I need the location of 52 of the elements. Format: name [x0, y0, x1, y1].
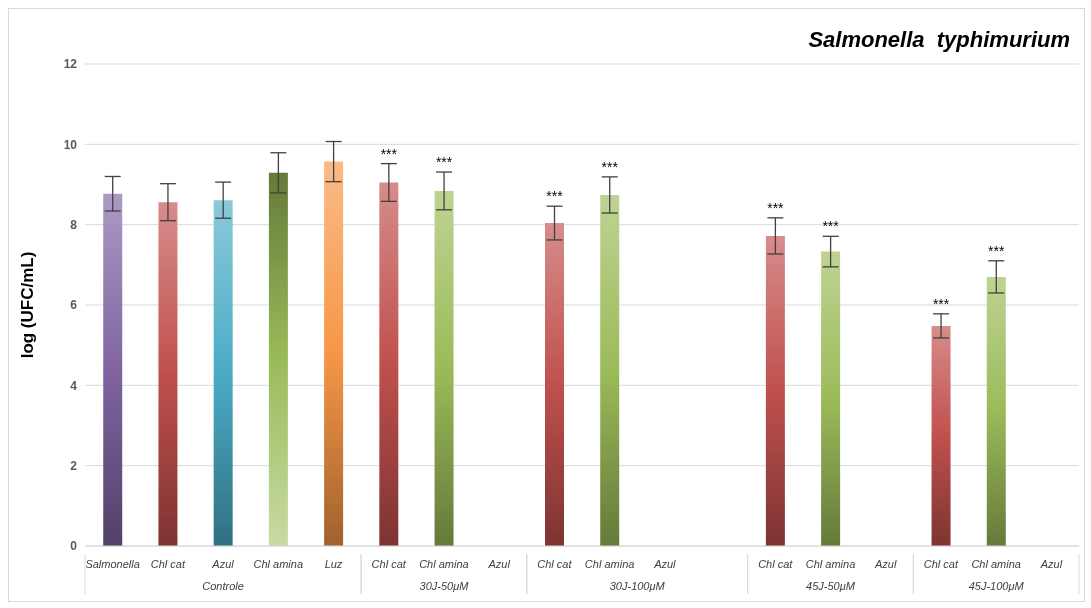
bar: [268, 172, 288, 546]
y-tick-label: 0: [70, 539, 78, 554]
bar: [434, 190, 454, 546]
y-tick-label: 4: [70, 378, 78, 393]
bar: [986, 276, 1006, 546]
bar: [103, 193, 123, 546]
data-label: ***: [435, 154, 453, 171]
text: Controle: [202, 580, 244, 592]
data-label: ***: [988, 242, 1005, 259]
data-label: ***: [601, 158, 619, 175]
data-label: ***: [546, 188, 564, 205]
text: 45J-50μM: [806, 580, 856, 592]
bar: [213, 200, 233, 546]
bar: [379, 182, 399, 546]
x-tick-label: Chl amina: [584, 558, 635, 570]
x-tick-label: Azul: [1039, 558, 1063, 570]
x-tick-label: Chl cat: [923, 558, 959, 570]
text: 30J-100μM: [609, 580, 666, 592]
x-tick-label: Salmonella: [85, 558, 140, 570]
y-tick-label: 10: [63, 137, 78, 152]
x-tick-label: Azul: [211, 558, 235, 570]
x-tick-label: Chl cat: [371, 558, 407, 570]
chart-title: Salmonella typhimurium: [808, 27, 1070, 53]
bar: [821, 251, 841, 546]
y-tick-label: 2: [70, 458, 78, 473]
x-tick-label: Azul: [653, 558, 677, 570]
y-axis-title: log (UFC/mL): [18, 251, 38, 359]
y-tick-label: 8: [70, 217, 78, 232]
x-tick-label: Chl amina: [805, 558, 856, 570]
x-tick-label: Chl amina: [419, 558, 469, 570]
bar: [931, 325, 951, 546]
y-tick-label: 6: [70, 298, 78, 313]
x-tick-label: Chl cat: [150, 558, 186, 570]
text: 45J-100μM: [968, 580, 1025, 592]
x-tick-label: Azul: [874, 558, 897, 570]
x-tick-label: Azul: [487, 558, 511, 570]
data-label: ***: [822, 218, 840, 235]
data-label: ***: [932, 295, 950, 312]
text: 30J-50μM: [419, 580, 470, 592]
bar: [765, 235, 785, 546]
bar: [545, 223, 564, 546]
x-tick-label: Chl cat: [537, 558, 573, 570]
bar: [600, 194, 620, 546]
x-tick-label: Luz: [324, 558, 343, 570]
x-tick-label: Chl amina: [971, 558, 1021, 570]
data-label: ***: [767, 199, 785, 216]
x-tick-label: Chl amina: [253, 558, 304, 570]
y-tick-label: 12: [63, 57, 78, 72]
bar: [324, 161, 344, 546]
data-label: ***: [380, 145, 398, 162]
x-tick-label: Chl cat: [758, 558, 794, 570]
bar: [158, 202, 178, 546]
